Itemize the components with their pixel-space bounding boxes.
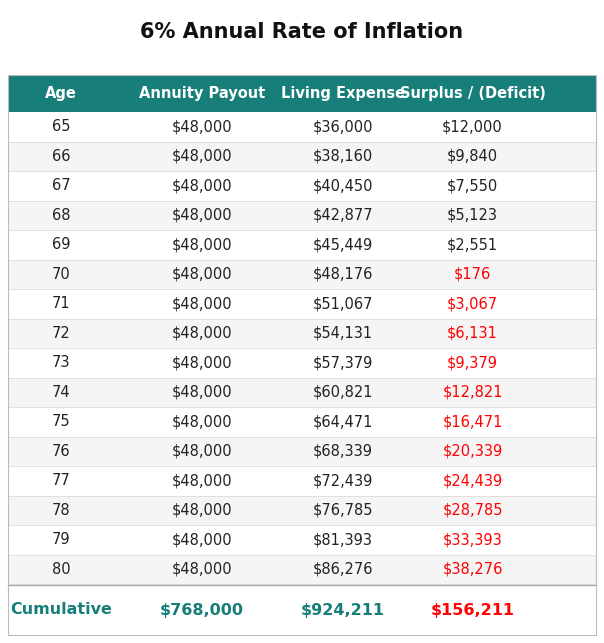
Text: $48,000: $48,000 — [172, 532, 233, 547]
Bar — [8, 171, 596, 201]
Text: $33,393: $33,393 — [443, 532, 503, 547]
Text: 71: 71 — [51, 296, 70, 311]
Text: Annuity Payout: Annuity Payout — [139, 86, 265, 101]
Bar — [8, 75, 596, 112]
Text: $28,785: $28,785 — [442, 503, 503, 518]
Text: $60,821: $60,821 — [313, 385, 373, 400]
Text: $36,000: $36,000 — [313, 119, 373, 134]
Text: $9,840: $9,840 — [447, 149, 498, 164]
Bar — [8, 318, 596, 348]
Text: $768,000: $768,000 — [160, 602, 244, 617]
Text: 73: 73 — [52, 355, 70, 370]
Text: 70: 70 — [51, 267, 70, 282]
Text: 77: 77 — [51, 473, 70, 488]
Text: $42,877: $42,877 — [313, 208, 373, 222]
Text: $38,160: $38,160 — [313, 149, 373, 164]
Text: $68,339: $68,339 — [313, 444, 373, 458]
Text: $48,000: $48,000 — [172, 503, 233, 518]
Text: 80: 80 — [51, 562, 70, 577]
Text: $12,821: $12,821 — [442, 385, 503, 400]
Text: $48,000: $48,000 — [172, 296, 233, 311]
Bar — [8, 112, 596, 141]
Text: 65: 65 — [52, 119, 70, 134]
Text: $9,379: $9,379 — [447, 355, 498, 370]
Text: $48,000: $48,000 — [172, 414, 233, 430]
Text: 76: 76 — [51, 444, 70, 458]
Text: $48,000: $48,000 — [172, 444, 233, 458]
Text: Age: Age — [45, 86, 77, 101]
Text: Cumulative: Cumulative — [10, 602, 112, 617]
Bar — [8, 407, 596, 437]
Text: Living Expense: Living Expense — [281, 86, 405, 101]
Text: $48,000: $48,000 — [172, 208, 233, 222]
Text: 68: 68 — [52, 208, 70, 222]
Text: $48,176: $48,176 — [313, 267, 373, 282]
Text: $16,471: $16,471 — [442, 414, 503, 430]
Text: $48,000: $48,000 — [172, 267, 233, 282]
Text: 78: 78 — [51, 503, 70, 518]
Text: 79: 79 — [51, 532, 70, 547]
Text: $48,000: $48,000 — [172, 237, 233, 252]
Text: $40,450: $40,450 — [313, 178, 373, 194]
Text: $48,000: $48,000 — [172, 355, 233, 370]
Text: $7,550: $7,550 — [447, 178, 498, 194]
Text: $51,067: $51,067 — [313, 296, 373, 311]
Text: $48,000: $48,000 — [172, 385, 233, 400]
Text: $48,000: $48,000 — [172, 178, 233, 194]
Text: $5,123: $5,123 — [447, 208, 498, 222]
Bar — [8, 377, 596, 407]
Text: 69: 69 — [52, 237, 70, 252]
Text: 74: 74 — [51, 385, 70, 400]
Text: $12,000: $12,000 — [442, 119, 503, 134]
Text: $3,067: $3,067 — [447, 296, 498, 311]
Text: $48,000: $48,000 — [172, 326, 233, 341]
Bar — [8, 554, 596, 584]
Text: $156,211: $156,211 — [431, 602, 515, 617]
Text: 72: 72 — [51, 326, 70, 341]
Text: $176: $176 — [454, 267, 491, 282]
Bar — [8, 260, 596, 289]
Bar — [8, 437, 596, 466]
Text: 67: 67 — [51, 178, 70, 194]
Text: $48,000: $48,000 — [172, 562, 233, 577]
Text: 75: 75 — [51, 414, 70, 430]
Text: $38,276: $38,276 — [442, 562, 503, 577]
Text: $54,131: $54,131 — [313, 326, 373, 341]
Text: Surplus / (Deficit): Surplus / (Deficit) — [400, 86, 545, 101]
Bar — [8, 230, 596, 260]
Bar — [8, 141, 596, 171]
Text: $81,393: $81,393 — [313, 532, 373, 547]
Text: $64,471: $64,471 — [313, 414, 373, 430]
Text: $20,339: $20,339 — [442, 444, 503, 458]
Bar — [8, 75, 596, 635]
Bar — [8, 466, 596, 496]
Bar — [8, 289, 596, 318]
Text: $72,439: $72,439 — [313, 473, 373, 488]
Text: $57,379: $57,379 — [313, 355, 373, 370]
Text: $45,449: $45,449 — [313, 237, 373, 252]
Text: $924,211: $924,211 — [301, 602, 385, 617]
Bar — [8, 201, 596, 230]
Bar — [8, 348, 596, 377]
Text: $2,551: $2,551 — [447, 237, 498, 252]
Bar — [8, 585, 596, 635]
Text: 6% Annual Rate of Inflation: 6% Annual Rate of Inflation — [141, 22, 463, 42]
Text: $6,131: $6,131 — [447, 326, 498, 341]
Bar — [8, 525, 596, 554]
Text: $48,000: $48,000 — [172, 119, 233, 134]
Text: $24,439: $24,439 — [442, 473, 503, 488]
Text: $48,000: $48,000 — [172, 149, 233, 164]
Text: 66: 66 — [52, 149, 70, 164]
Text: $76,785: $76,785 — [313, 503, 373, 518]
Text: $48,000: $48,000 — [172, 473, 233, 488]
Bar — [8, 496, 596, 525]
Text: $86,276: $86,276 — [313, 562, 373, 577]
